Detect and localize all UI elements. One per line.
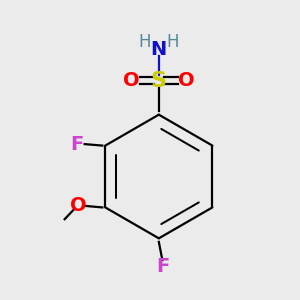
Text: N: N bbox=[151, 40, 167, 59]
Text: O: O bbox=[70, 196, 86, 215]
Text: O: O bbox=[123, 71, 140, 90]
Text: H: H bbox=[139, 33, 151, 51]
Text: H: H bbox=[167, 33, 179, 51]
Text: F: F bbox=[70, 135, 83, 154]
Text: F: F bbox=[157, 257, 170, 276]
Text: O: O bbox=[178, 71, 195, 90]
Text: S: S bbox=[151, 71, 167, 91]
